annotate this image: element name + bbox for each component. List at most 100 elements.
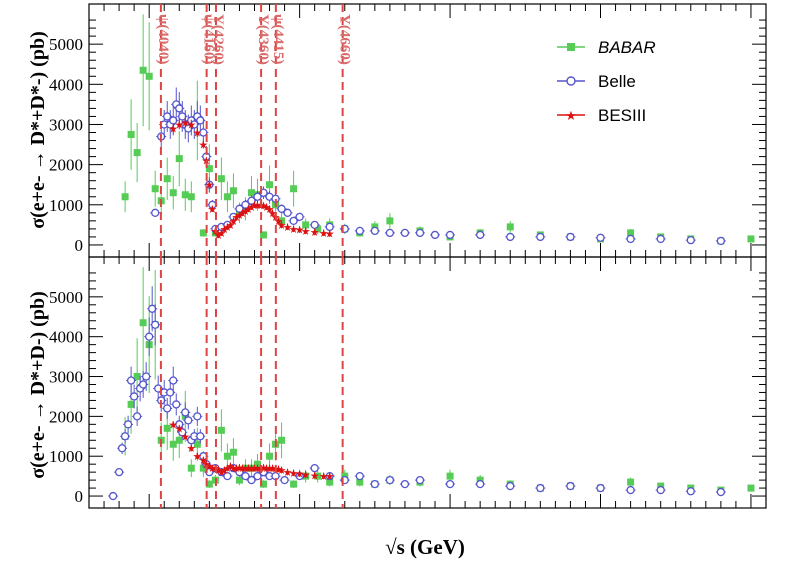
data-point: ★ [219,223,229,236]
bottom-y-tick-label: 4000 [49,328,83,347]
data-point [196,432,205,441]
data-point [175,104,184,113]
data-point: ★ [247,462,257,475]
data-point [716,236,726,246]
data-point [145,72,153,80]
data-point [133,149,141,157]
data-point: ★ [274,215,284,228]
data-point: ★ [225,219,235,232]
data-point: ★ [174,118,184,131]
data-point [326,478,334,486]
data-point [566,232,575,242]
data-point: ★ [295,468,305,481]
data-point [266,452,274,460]
data-point [151,208,160,217]
data-point [686,235,695,245]
data-point [626,485,635,495]
bottom-series-besiii: ★★★★★★★★★★★★★★★★★★★★★★★★★★★★★★★★★★★★★★★ [168,418,334,483]
legend: BABAR Belle ★ BESIII [557,38,656,125]
data-point [169,376,178,385]
data-point: ★ [244,462,254,475]
data-point [400,228,410,238]
data-point [260,231,268,239]
data-point [127,400,135,408]
data-point: ★ [231,462,241,475]
top-y-tick-label: 3000 [49,115,83,134]
legend-babar-label: BABAR [598,38,656,57]
data-point: ★ [228,462,238,475]
data-point: ★ [283,466,293,479]
data-point: ★ [283,221,293,234]
data-point [277,204,286,213]
data-point: ★ [216,466,226,479]
data-point [139,380,148,389]
data-point: ★ [241,462,251,475]
data-point [247,475,256,485]
data-point [686,487,695,496]
data-point [283,208,292,217]
data-point [566,481,575,491]
data-point: ★ [213,464,223,477]
data-point [114,467,124,477]
data-point: ★ [253,462,263,475]
bottom-y-tick-label: 1000 [49,447,83,466]
data-point [166,388,175,397]
data-point: ★ [301,469,311,482]
data-point [151,185,159,193]
data-point [253,192,262,201]
data-point [181,191,189,199]
top-y-tick-label: 1000 [49,196,83,215]
data-point [596,483,605,493]
legend-belle-label: Belle [598,72,636,91]
data-point [370,226,379,236]
data-point [223,193,231,201]
data-point [205,480,213,488]
data-point [314,472,322,480]
data-point: ★ [192,450,202,463]
data-point [290,480,298,488]
x-axis-label: √s (GeV) [385,535,465,559]
data-point [747,484,755,492]
data-point [117,444,127,453]
data-point [187,193,195,201]
data-point [132,412,142,421]
data-point [278,436,286,444]
bottom-series-belle [108,286,726,501]
data-point: ★ [207,462,217,475]
bottom-panel-frame [88,256,767,509]
data-point [193,412,202,421]
resonance-label: Υ(4360) [255,14,271,65]
data-point [400,479,410,489]
data-point [370,479,379,489]
data-point [476,230,485,240]
data-point [142,372,151,381]
legend-besiii-label: BESIII [598,106,646,125]
bottom-y-axis-label: σ(e+e- → D*+D-) (pb) [27,291,49,479]
data-point [506,481,515,491]
data-point: ★ [325,470,335,483]
data-point [126,376,136,385]
data-point [280,475,289,485]
bottom-y-tick-label: 0 [75,487,84,506]
resonance-label: Υ(4660) [337,14,353,65]
data-point [302,221,310,229]
bottom-y-tick-label: 2000 [49,407,83,426]
data-point: ★ [231,211,241,224]
data-point: ★ [201,458,211,471]
data-point: ★ [259,461,269,474]
data-point [310,220,319,230]
data-point: ★ [253,199,263,212]
data-point: ★ [216,227,226,240]
bottom-y-tick-label: 5000 [49,288,83,307]
top-y-axis-label: σ(e+e- → D*+D*-) (pb) [27,31,49,229]
resonance-label: ψ(4040) [155,14,171,64]
data-point: ★ [262,462,272,475]
data-point [163,404,172,413]
data-point: ★ [277,464,287,477]
data-point: ★ [204,460,214,473]
data-point: ★ [225,460,235,473]
data-point: ★ [244,203,254,216]
data-point [385,228,395,238]
data-point: ★ [289,223,299,236]
legend-babar: BABAR [557,38,656,57]
